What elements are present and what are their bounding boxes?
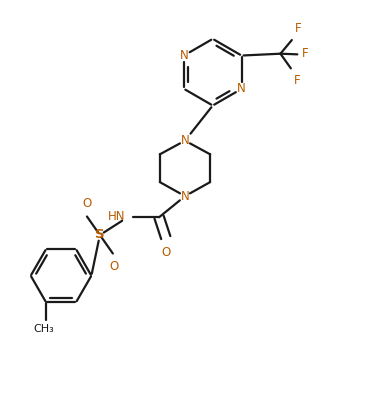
Text: F: F [295, 22, 302, 35]
Text: F: F [302, 47, 309, 60]
Text: O: O [83, 197, 92, 210]
Text: N: N [237, 82, 246, 95]
Text: N: N [181, 190, 189, 203]
Text: CH₃: CH₃ [34, 324, 54, 334]
Text: N: N [181, 134, 189, 147]
Text: N: N [179, 49, 188, 62]
Text: S: S [95, 228, 105, 242]
Text: F: F [293, 74, 300, 87]
Text: O: O [109, 260, 118, 273]
Text: HN: HN [108, 210, 126, 223]
Text: O: O [161, 246, 170, 259]
